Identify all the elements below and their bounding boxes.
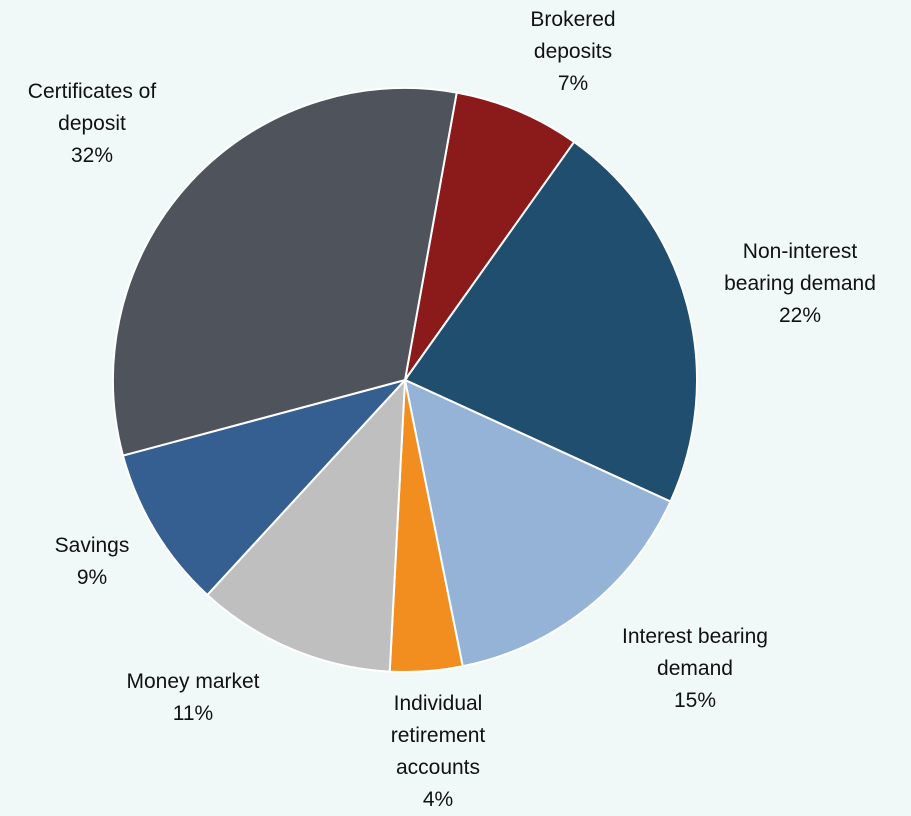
category-name: Money market xyxy=(126,670,260,693)
slice-label: Interest bearing demand 15% xyxy=(605,621,785,717)
value-label: 15% xyxy=(673,689,717,712)
slice-label: Money market 11% xyxy=(93,666,293,730)
slice-label: Brokered deposits 7% xyxy=(513,4,633,100)
value-label: 32% xyxy=(70,144,114,167)
pie-slice xyxy=(403,140,698,503)
pie-slice xyxy=(205,377,407,673)
slice-label: Non-interest bearing demand 22% xyxy=(713,236,888,332)
category-name: Individual retirement accounts xyxy=(390,692,486,779)
slice-label: Individual retirement accounts 4% xyxy=(378,688,498,816)
value-label: 22% xyxy=(778,304,822,327)
slice-label: Savings 9% xyxy=(32,530,152,594)
pie-slice xyxy=(403,378,672,668)
value-label: 9% xyxy=(76,566,108,589)
pie-slice xyxy=(112,87,458,457)
pie-slice xyxy=(121,378,409,597)
category-name: Savings xyxy=(54,534,130,557)
category-name: Non-interest bearing demand xyxy=(724,240,876,295)
category-name: Certificates of deposit xyxy=(27,80,157,135)
value-label: 11% xyxy=(172,702,214,725)
slice-label: Certificates of deposit 32% xyxy=(10,76,175,172)
value-label: 4% xyxy=(422,788,454,811)
category-name: Interest bearing demand xyxy=(622,625,768,680)
pie-slice xyxy=(404,91,576,381)
category-name: Brokered deposits xyxy=(530,8,616,63)
value-label: 7% xyxy=(557,72,589,95)
